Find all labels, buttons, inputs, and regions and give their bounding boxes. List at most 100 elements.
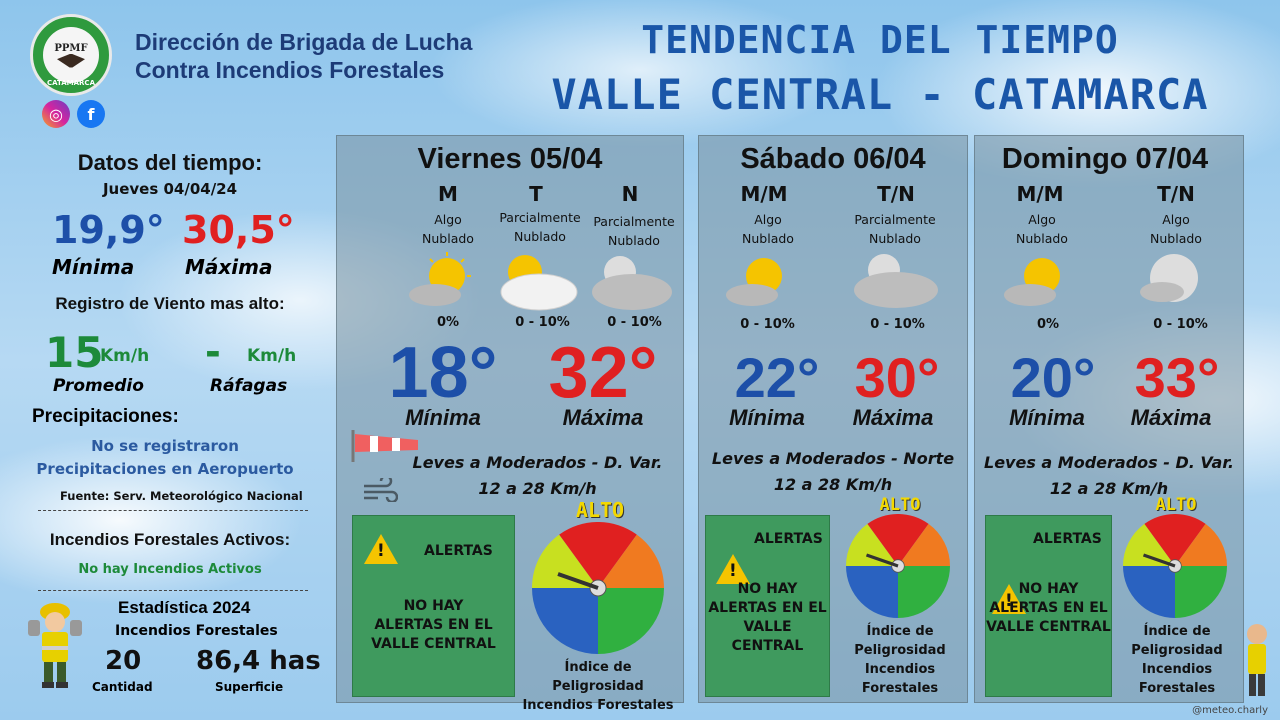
period-condition: Algo Nublado — [422, 212, 474, 246]
moon-cloud-icon — [1140, 254, 1198, 302]
fire-count-value: 20 — [105, 646, 142, 676]
precip-chance: 0 - 10% — [515, 315, 570, 330]
wind-forecast: Leves a Moderados - D. Var. 12 a 28 Km/h — [984, 453, 1234, 498]
period-code: M/M — [740, 182, 788, 206]
max-temp-value: 30° — [854, 346, 940, 409]
min-temp-value: 20° — [1010, 346, 1096, 409]
min-temp-label: Mínima — [1009, 405, 1085, 430]
period-code: M — [438, 182, 458, 206]
wind-gust-label: Ráfagas — [210, 376, 288, 396]
alert-box — [705, 515, 830, 697]
period-condition: Parcialmente Nublado — [593, 214, 675, 248]
weather-date: Jueves 04/04/24 — [102, 180, 238, 198]
alert-text: NO HAY ALERTAS EN EL VALLE CENTRAL — [708, 581, 827, 654]
wind-avg-unit: Km/h — [100, 346, 150, 366]
sun-cloud-icon — [409, 252, 471, 306]
logo-text: PPMF — [54, 42, 88, 54]
fire-count-label: Cantidad — [92, 680, 153, 694]
wind-avg-label: Promedio — [53, 376, 144, 396]
danger-level: ALTO — [575, 498, 625, 522]
danger-level: ALTO — [1155, 495, 1197, 515]
max-temp-value: 30,5° — [182, 208, 295, 252]
wind-forecast: Leves a Moderados - Norte 12 a 28 Km/h — [711, 449, 955, 494]
precip-chance: 0 - 10% — [740, 317, 795, 332]
period-code: N — [621, 182, 639, 206]
alert-text: NO HAY ALERTAS EN EL VALLE CENTRAL — [986, 581, 1111, 635]
danger-level: ALTO — [879, 495, 921, 515]
alert-heading: ALERTAS — [1033, 531, 1102, 547]
max-temp-label: Máxima — [562, 405, 644, 430]
wind-avg-value: 15 — [45, 328, 104, 377]
logo-caption: CATAMARCA — [47, 79, 95, 87]
period-code: T/N — [1157, 182, 1195, 206]
data-source: Fuente: Serv. Meteorológico Nacional — [60, 489, 303, 503]
precip-chance: 0 - 10% — [870, 317, 925, 332]
period-code: T — [529, 182, 543, 206]
max-temp-label: Máxima — [185, 255, 273, 279]
min-temp-label: Mínima — [729, 405, 805, 430]
min-temp-value: 19,9° — [52, 208, 165, 252]
weather-data-title: Datos del tiempo: — [77, 150, 263, 175]
brigade-logo: PPMF CATAMARCA — [30, 14, 112, 96]
stats-subtitle: Incendios Forestales — [115, 623, 278, 639]
windsock-icon — [351, 430, 418, 462]
max-temp-label: Máxima — [852, 405, 934, 430]
day-title: Domingo 07/04 — [1001, 143, 1209, 175]
wind-icon — [364, 478, 398, 502]
sun-cloud-icon — [1004, 258, 1060, 306]
period-condition: Algo Nublado — [742, 212, 794, 246]
precip-line1: No se registraron — [91, 437, 239, 455]
wind-record-title: Registro de Viento mas alto: — [55, 294, 285, 313]
wind-gust-value: - — [205, 330, 221, 374]
instagram-icon[interactable]: ◎ — [42, 100, 70, 128]
max-temp-value: 32° — [548, 333, 658, 413]
burned-area-value: 86,4 has — [196, 646, 321, 676]
precip-chance: 0 - 10% — [607, 315, 662, 330]
gauge-label: Índice de Peligrosidad Incendios Forestal… — [522, 660, 674, 713]
active-fires-status: No hay Incendios Activos — [78, 562, 262, 577]
gauge-label: Índice de Peligrosidad Incendios Forestales — [1131, 624, 1223, 696]
precip-chance: 0 - 10% — [1153, 317, 1208, 332]
stats-title: Estadística 2024 — [118, 598, 251, 617]
divider — [38, 510, 308, 511]
max-temp-value: 33° — [1134, 346, 1220, 409]
precip-chance: 0% — [436, 315, 460, 330]
active-fires-title: Incendios Forestales Activos: — [49, 530, 291, 549]
meteorologist-avatar-icon — [1247, 624, 1267, 696]
alert-text: NO HAY ALERTAS EN EL VALLE CENTRAL — [371, 598, 496, 652]
period-code: M/M — [1016, 182, 1064, 206]
firefighter-mascot-icon — [22, 596, 88, 692]
warning-icon: ! — [364, 534, 398, 564]
author-credit: @meteo.charly — [1192, 705, 1268, 716]
max-temp-label: Máxima — [1130, 405, 1212, 430]
min-temp-label: Mínima — [405, 405, 481, 430]
wind-gust-unit: Km/h — [247, 346, 297, 366]
eagle-icon — [57, 53, 85, 68]
org-line1: Dirección de Brigada de Lucha — [135, 29, 473, 55]
period-code: T/N — [877, 182, 915, 206]
gauge-label: Índice de Peligrosidad Incendios Forestales — [854, 624, 946, 696]
page-title-line2: VALLE CENTRAL - CATAMARCA — [551, 70, 1209, 119]
moon-cloud-icon — [592, 256, 672, 310]
min-temp-label: Mínima — [52, 255, 135, 279]
warning-icon: ! — [716, 554, 750, 584]
alert-heading: ALERTAS — [424, 543, 493, 559]
period-condition: Parcialmente Nublado — [499, 210, 581, 244]
precip-title: Precipitaciones: — [32, 406, 179, 427]
period-condition: Parcialmente Nublado — [854, 212, 936, 246]
wind-forecast: Leves a Moderados - D. Var. 12 a 28 Km/h — [412, 453, 663, 498]
facebook-icon[interactable]: f — [77, 100, 105, 128]
fire-danger-gauge — [532, 521, 664, 654]
precip-chance: 0% — [1036, 317, 1060, 332]
burned-area-label: Superficie — [215, 680, 284, 694]
min-temp-value: 18° — [388, 333, 498, 413]
day-title: Viernes 05/04 — [417, 143, 603, 175]
fire-danger-gauge — [1123, 513, 1227, 618]
warning-icon: ! — [992, 584, 1026, 614]
page-title-line1: TENDENCIA DEL TIEMPO — [641, 18, 1119, 62]
moon-cloud-icon — [854, 254, 938, 308]
alert-heading: ALERTAS — [754, 531, 823, 547]
sun-cloud-icon — [500, 255, 578, 311]
min-temp-value: 22° — [734, 346, 820, 409]
day-title: Sábado 06/04 — [740, 143, 926, 175]
